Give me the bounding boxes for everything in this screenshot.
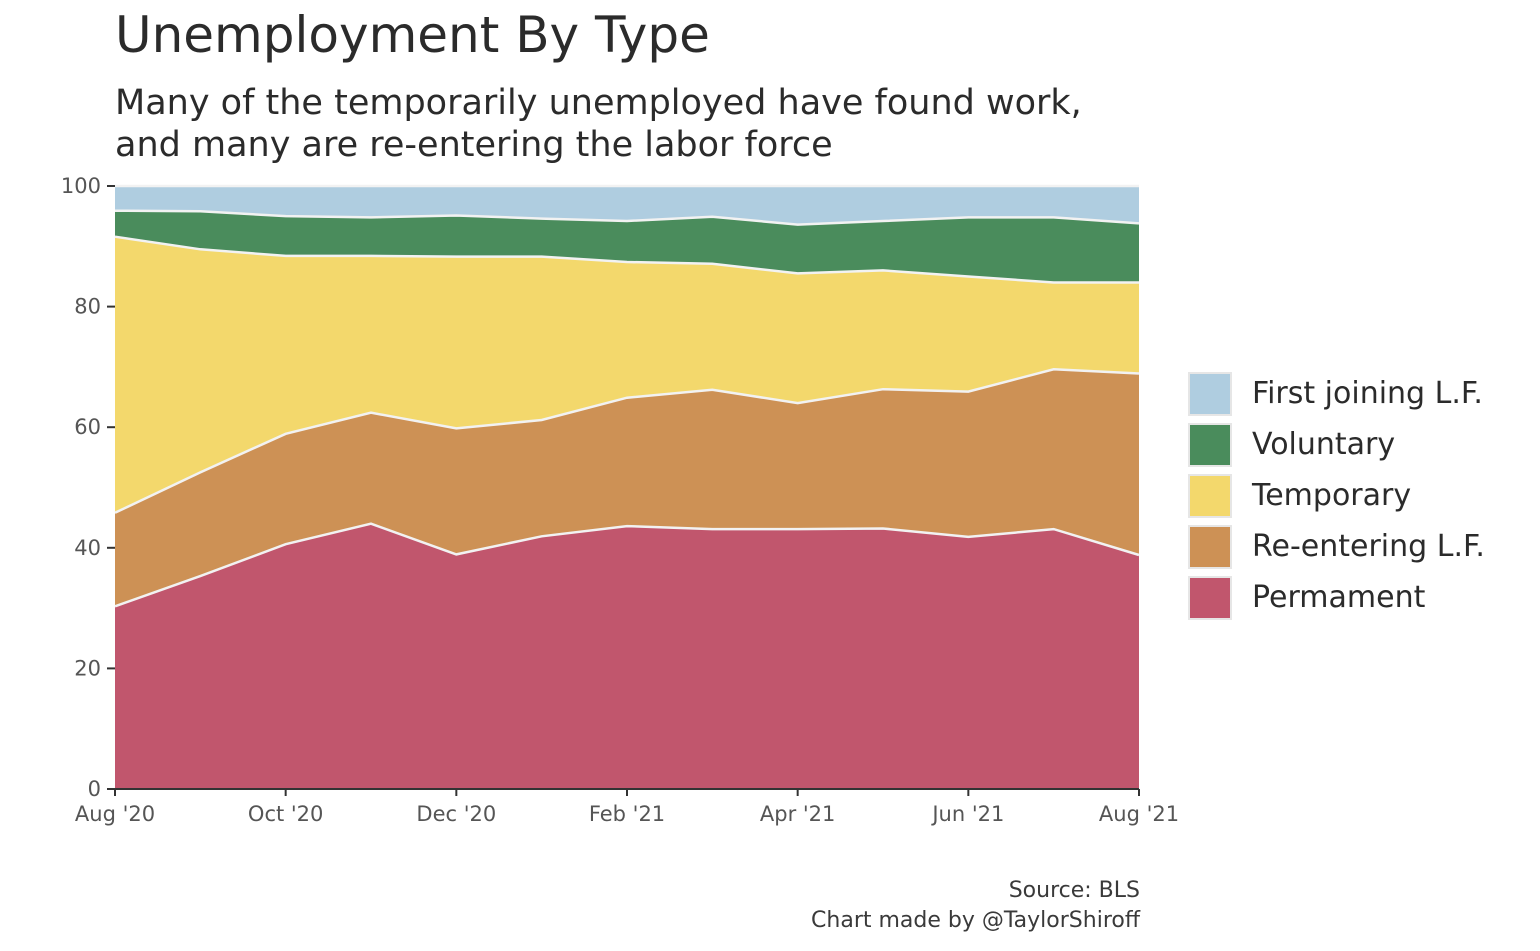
x-axis-ticks: Aug '20 Oct '20 Dec '20 Feb '21 Apr '21 Jun '…	[75, 789, 1179, 826]
y-axis-ticks: 0 20 40 60 80 100	[61, 174, 115, 801]
legend-swatch	[1188, 371, 1232, 416]
legend-item-first-joining: First joining L.F.	[1188, 368, 1485, 419]
legend-item-temporary: Temporary	[1188, 470, 1485, 521]
y-tick-label: 60	[74, 415, 101, 439]
legend-swatch	[1188, 575, 1232, 620]
area-layers	[114, 184, 1140, 789]
chart-subtitle: Many of the temporarily unemployed have …	[115, 82, 1082, 166]
y-tick-label: 80	[74, 295, 101, 319]
chart-caption: Source: BLS Chart made by @TaylorShiroff	[811, 876, 1140, 936]
series-line-voluntary	[114, 209, 1140, 226]
legend-label: Permament	[1252, 580, 1426, 615]
legend-swatch	[1188, 473, 1232, 518]
y-tick-label: 100	[61, 174, 101, 198]
x-tick-label: Oct '20	[248, 802, 323, 826]
y-tick-label: 20	[74, 656, 101, 680]
area-first-joining-l-f	[115, 186, 1139, 225]
x-tick-label: Jun '21	[930, 802, 1004, 826]
legend-item-re-entering: Re-entering L.F.	[1188, 521, 1485, 572]
legend-item-voluntary: Voluntary	[1188, 419, 1485, 470]
legend: First joining L.F. Voluntary Temporary R…	[1188, 368, 1485, 623]
legend-label: Re-entering L.F.	[1252, 529, 1485, 564]
series-line-re-entering-l-f	[114, 368, 1140, 514]
y-tick-label: 40	[74, 536, 101, 560]
axes: Aug '20 Oct '20 Dec '20 Feb '21 Apr '21 Jun '…	[61, 174, 1179, 826]
x-tick-label: Aug '20	[75, 802, 155, 826]
series-line-permament	[114, 522, 1140, 608]
legend-label: First joining L.F.	[1252, 376, 1483, 411]
x-tick-label: Aug '21	[1099, 802, 1179, 826]
legend-swatch	[1188, 524, 1232, 569]
x-tick-label: Dec '20	[416, 802, 496, 826]
area-temporary	[115, 236, 1139, 513]
y-tick-label: 0	[88, 777, 101, 801]
series-line-temporary	[114, 235, 1139, 284]
chart-title: Unemployment By Type	[115, 6, 710, 64]
legend-item-permament: Permament	[1188, 572, 1485, 623]
caption-credit: Chart made by @TaylorShiroff	[811, 908, 1140, 933]
legend-label: Voluntary	[1252, 427, 1396, 462]
legend-label: Temporary	[1252, 478, 1412, 513]
legend-swatch	[1188, 422, 1232, 467]
subtitle-line-1: Many of the temporarily unemployed have …	[115, 83, 1082, 123]
area-re-entering-l-f	[115, 369, 1139, 607]
area-permament	[115, 523, 1139, 789]
subtitle-line-2: and many are re-entering the labor force	[115, 125, 833, 165]
caption-source: Source: BLS	[1008, 878, 1140, 903]
x-tick-label: Feb '21	[589, 802, 665, 826]
x-tick-label: Apr '21	[760, 802, 836, 826]
area-voluntary	[115, 210, 1139, 283]
